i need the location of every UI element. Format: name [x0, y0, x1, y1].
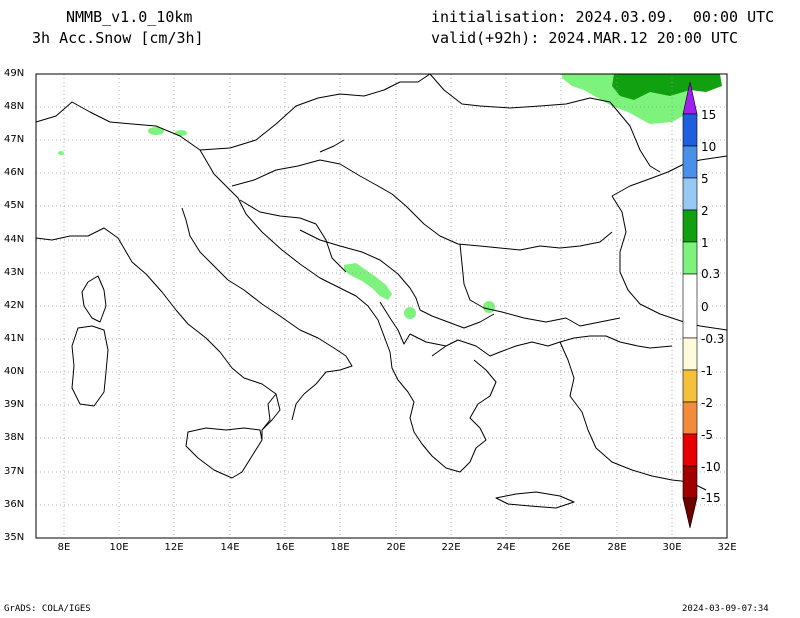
lon-label: 10E [109, 542, 129, 553]
snow-area-bulgaria [483, 301, 495, 313]
coast-italy-east [181, 207, 353, 421]
colorbar-label: 1 [701, 236, 709, 250]
coast-corsica [81, 275, 107, 323]
border-romania [405, 205, 613, 251]
coast-turkey [559, 341, 707, 491]
colorbar-box-1-03 [682, 241, 698, 275]
colorbar-box-15-10 [682, 113, 698, 147]
colorbar-box-03-m03 [682, 273, 698, 339]
lon-label: 32E [717, 542, 737, 553]
coast-greece [431, 335, 673, 357]
border-alps [35, 101, 215, 175]
coast-greece-south [445, 359, 497, 473]
border-romania-north [429, 73, 661, 173]
lat-label: 47N [4, 134, 25, 145]
lat-label: 35N [4, 532, 25, 543]
lon-label: 26E [551, 542, 571, 553]
border-central [199, 73, 431, 151]
coast-black-sea [611, 195, 728, 331]
valid-time: valid(+92h): 2024.MAR.12 20:00 UTC [431, 29, 739, 47]
coast-crete [495, 491, 575, 509]
lat-label: 48N [4, 101, 25, 112]
colorbar-label: -2 [701, 396, 713, 410]
colorbar-label: 15 [701, 108, 717, 122]
coast-sicily [185, 427, 263, 479]
lat-label: 40N [4, 366, 25, 377]
lat-label: 43N [4, 267, 25, 278]
lat-label: 46N [4, 167, 25, 178]
snow-shading [58, 74, 722, 319]
coast-balkan-adriatic [213, 173, 447, 469]
colorbar-box-5-2 [682, 177, 698, 211]
lon-label: 22E [441, 542, 461, 553]
lon-label: 8E [57, 542, 71, 553]
colorbar-label: 2 [701, 204, 709, 218]
coast-italy-west [35, 227, 281, 431]
snow-area-alps-3 [58, 151, 64, 155]
lon-label: 24E [496, 542, 516, 553]
colorbar-box-m1-m2 [682, 369, 698, 403]
colorbar-box-10-5 [682, 145, 698, 179]
snow-area-ukraine-heavy [612, 74, 722, 100]
lat-label: 42N [4, 300, 25, 311]
snow-area-albania [404, 307, 416, 319]
graticule [36, 74, 727, 538]
colorbar-box-m03-m1 [682, 337, 698, 371]
lake-balaton [319, 139, 345, 153]
colorbar [682, 81, 698, 529]
map-frame [35, 73, 728, 539]
lon-label: 16E [275, 542, 295, 553]
colorbar-box-m10-m15 [682, 465, 698, 499]
lat-label: 45N [4, 200, 25, 211]
colorbar-label: -0.3 [701, 332, 725, 346]
border-greece-north [409, 333, 447, 347]
border-bulgaria [459, 243, 621, 327]
colorbar-box-m2-m5 [682, 401, 698, 435]
colorbar-label: 0 [701, 300, 709, 314]
snow-area-alps-2 [175, 130, 187, 136]
variable-title: 3h Acc.Snow [cm/3h] [32, 29, 204, 47]
lat-label: 41N [4, 333, 25, 344]
lat-label: 38N [4, 432, 25, 443]
footer-timestamp: 2024-03-09-07:34 [682, 604, 769, 614]
coast-black-sea-north [611, 155, 728, 197]
colorbar-label: -10 [701, 460, 721, 474]
coast-sardinia [71, 325, 109, 407]
colorbar-label: -15 [701, 491, 721, 505]
init-time: initialisation: 2024.03.09. 00:00 UTC [431, 8, 775, 26]
border-macedonia [419, 309, 495, 329]
colorbar-bottom-arrow [682, 497, 698, 529]
snow-area-dinaric [344, 263, 392, 300]
lon-label: 18E [330, 542, 350, 553]
lon-label: 14E [220, 542, 240, 553]
colorbar-box-2-1 [682, 209, 698, 243]
lat-label: 49N [4, 68, 25, 79]
colorbar-label: 5 [701, 172, 709, 186]
model-title: NMMB_v1.0_10km [66, 8, 193, 26]
lat-label: 37N [4, 466, 25, 477]
colorbar-label: 10 [701, 140, 717, 154]
border-hungary-south [231, 159, 407, 207]
lon-label: 20E [386, 542, 406, 553]
footer-credit: GrADS: COLA/IGES [4, 604, 91, 614]
lat-label: 44N [4, 234, 25, 245]
lon-label: 12E [164, 542, 184, 553]
lat-label: 36N [4, 499, 25, 510]
border-albania [379, 301, 411, 345]
lon-label: 28E [607, 542, 627, 553]
lon-label: 30E [662, 542, 682, 553]
colorbar-label: -5 [701, 428, 713, 442]
coast-calabria [261, 393, 277, 440]
colorbar-label: -1 [701, 364, 713, 378]
colorbar-label: 0.3 [701, 267, 721, 281]
lat-label: 39N [4, 399, 25, 410]
coastlines-borders [35, 73, 728, 509]
border-bosnia [239, 199, 347, 273]
colorbar-box-m5-m10 [682, 433, 698, 467]
snow-area-alps-1 [148, 127, 164, 135]
